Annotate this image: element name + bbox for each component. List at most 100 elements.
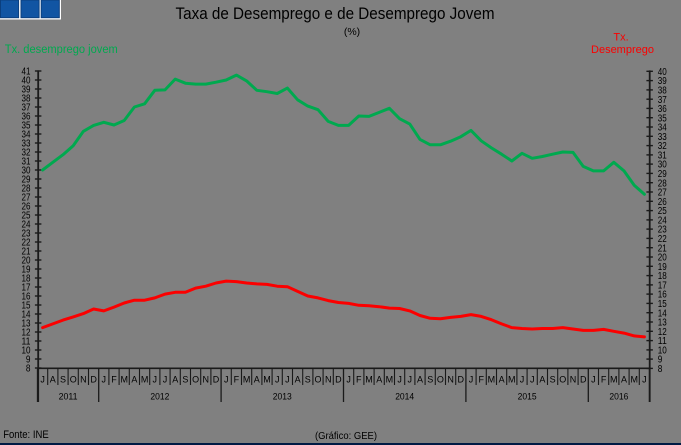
svg-text:40: 40	[658, 67, 667, 78]
svg-text:22: 22	[658, 234, 667, 245]
svg-text:2015: 2015	[518, 392, 537, 402]
svg-text:11: 11	[22, 337, 31, 348]
svg-text:14: 14	[22, 310, 31, 321]
svg-text:M: M	[120, 375, 128, 385]
svg-text:35: 35	[22, 121, 31, 132]
svg-text:23: 23	[658, 225, 667, 236]
svg-text:A: A	[417, 375, 423, 385]
svg-text:D: D	[335, 375, 342, 385]
svg-text:19: 19	[22, 265, 31, 276]
svg-text:37: 37	[22, 103, 31, 114]
svg-text:32: 32	[658, 141, 667, 152]
svg-text:O: O	[437, 375, 444, 385]
svg-text:D: D	[458, 375, 465, 385]
svg-text:A: A	[172, 375, 178, 385]
svg-text:M: M	[488, 375, 496, 385]
svg-text:J: J	[469, 375, 474, 385]
svg-text:J: J	[224, 375, 229, 385]
svg-text:33: 33	[22, 139, 31, 150]
svg-text:O: O	[70, 375, 77, 385]
svg-text:A: A	[499, 375, 505, 385]
svg-text:34: 34	[658, 123, 667, 134]
svg-text:J: J	[163, 375, 168, 385]
svg-text:31: 31	[22, 157, 31, 168]
svg-text:36: 36	[22, 112, 31, 123]
svg-text:20: 20	[22, 256, 31, 267]
svg-text:13: 13	[22, 319, 31, 330]
svg-text:S: S	[305, 375, 311, 385]
svg-text:J: J	[40, 375, 45, 385]
svg-text:J: J	[285, 375, 290, 385]
svg-text:Desemprego: Desemprego	[591, 44, 654, 56]
svg-text:39: 39	[22, 85, 31, 96]
svg-text:S: S	[550, 375, 556, 385]
svg-text:30: 30	[22, 166, 31, 177]
svg-text:12: 12	[22, 328, 31, 339]
svg-text:S: S	[182, 375, 188, 385]
svg-text:21: 21	[658, 243, 667, 254]
svg-text:A: A	[621, 375, 627, 385]
svg-text:M: M	[141, 375, 149, 385]
svg-text:D: D	[90, 375, 97, 385]
svg-text:A: A	[254, 375, 260, 385]
svg-text:J: J	[275, 375, 280, 385]
svg-text:2014: 2014	[395, 392, 414, 402]
svg-text:M: M	[365, 375, 373, 385]
svg-text:F: F	[601, 375, 607, 385]
svg-text:30: 30	[658, 160, 667, 171]
svg-text:(Gráfico: GEE): (Gráfico: GEE)	[315, 431, 377, 442]
svg-text:S: S	[427, 375, 433, 385]
svg-text:14: 14	[658, 308, 667, 319]
svg-text:A: A	[131, 375, 137, 385]
svg-text:20: 20	[658, 253, 667, 264]
svg-text:24: 24	[658, 216, 667, 227]
svg-text:15: 15	[658, 299, 667, 310]
svg-text:N: N	[80, 375, 87, 385]
svg-text:16: 16	[658, 290, 667, 301]
svg-text:12: 12	[658, 327, 667, 338]
svg-text:38: 38	[658, 86, 667, 97]
svg-text:2011: 2011	[59, 392, 78, 402]
svg-text:25: 25	[658, 206, 667, 217]
svg-text:25: 25	[22, 211, 31, 222]
svg-text:11: 11	[658, 336, 667, 347]
svg-text:39: 39	[658, 76, 667, 87]
svg-text:J: J	[520, 375, 525, 385]
svg-text:27: 27	[658, 188, 667, 199]
svg-text:(%): (%)	[344, 26, 360, 38]
svg-text:41: 41	[22, 67, 31, 78]
svg-text:J: J	[153, 375, 158, 385]
svg-text:O: O	[192, 375, 199, 385]
svg-text:2016: 2016	[609, 392, 628, 402]
svg-text:D: D	[580, 375, 587, 385]
svg-text:Tx.: Tx.	[613, 32, 628, 44]
svg-text:18: 18	[22, 274, 31, 285]
svg-text:M: M	[508, 375, 516, 385]
svg-text:8: 8	[26, 364, 31, 375]
svg-text:A: A	[539, 375, 545, 385]
svg-text:36: 36	[658, 104, 667, 115]
svg-text:F: F	[234, 375, 240, 385]
svg-text:34: 34	[22, 130, 31, 141]
svg-text:Tx. desemprego jovem: Tx. desemprego jovem	[5, 44, 118, 56]
svg-text:M: M	[630, 375, 638, 385]
svg-text:Taxa de Desemprego e de Desemp: Taxa de Desemprego e de Desemprego Jovem	[176, 4, 495, 23]
svg-text:35: 35	[658, 113, 667, 124]
svg-text:10: 10	[22, 346, 31, 357]
svg-text:29: 29	[22, 175, 31, 186]
svg-text:29: 29	[658, 169, 667, 180]
svg-text:A: A	[50, 375, 56, 385]
svg-text:13: 13	[658, 318, 667, 329]
svg-text:J: J	[346, 375, 351, 385]
svg-text:N: N	[447, 375, 454, 385]
svg-text:24: 24	[22, 220, 31, 231]
svg-text:J: J	[397, 375, 402, 385]
svg-text:18: 18	[658, 271, 667, 282]
svg-text:38: 38	[22, 94, 31, 105]
svg-text:O: O	[559, 375, 566, 385]
svg-text:F: F	[478, 375, 484, 385]
svg-text:J: J	[642, 375, 647, 385]
svg-text:S: S	[60, 375, 66, 385]
svg-text:M: M	[263, 375, 271, 385]
svg-text:31: 31	[658, 151, 667, 162]
